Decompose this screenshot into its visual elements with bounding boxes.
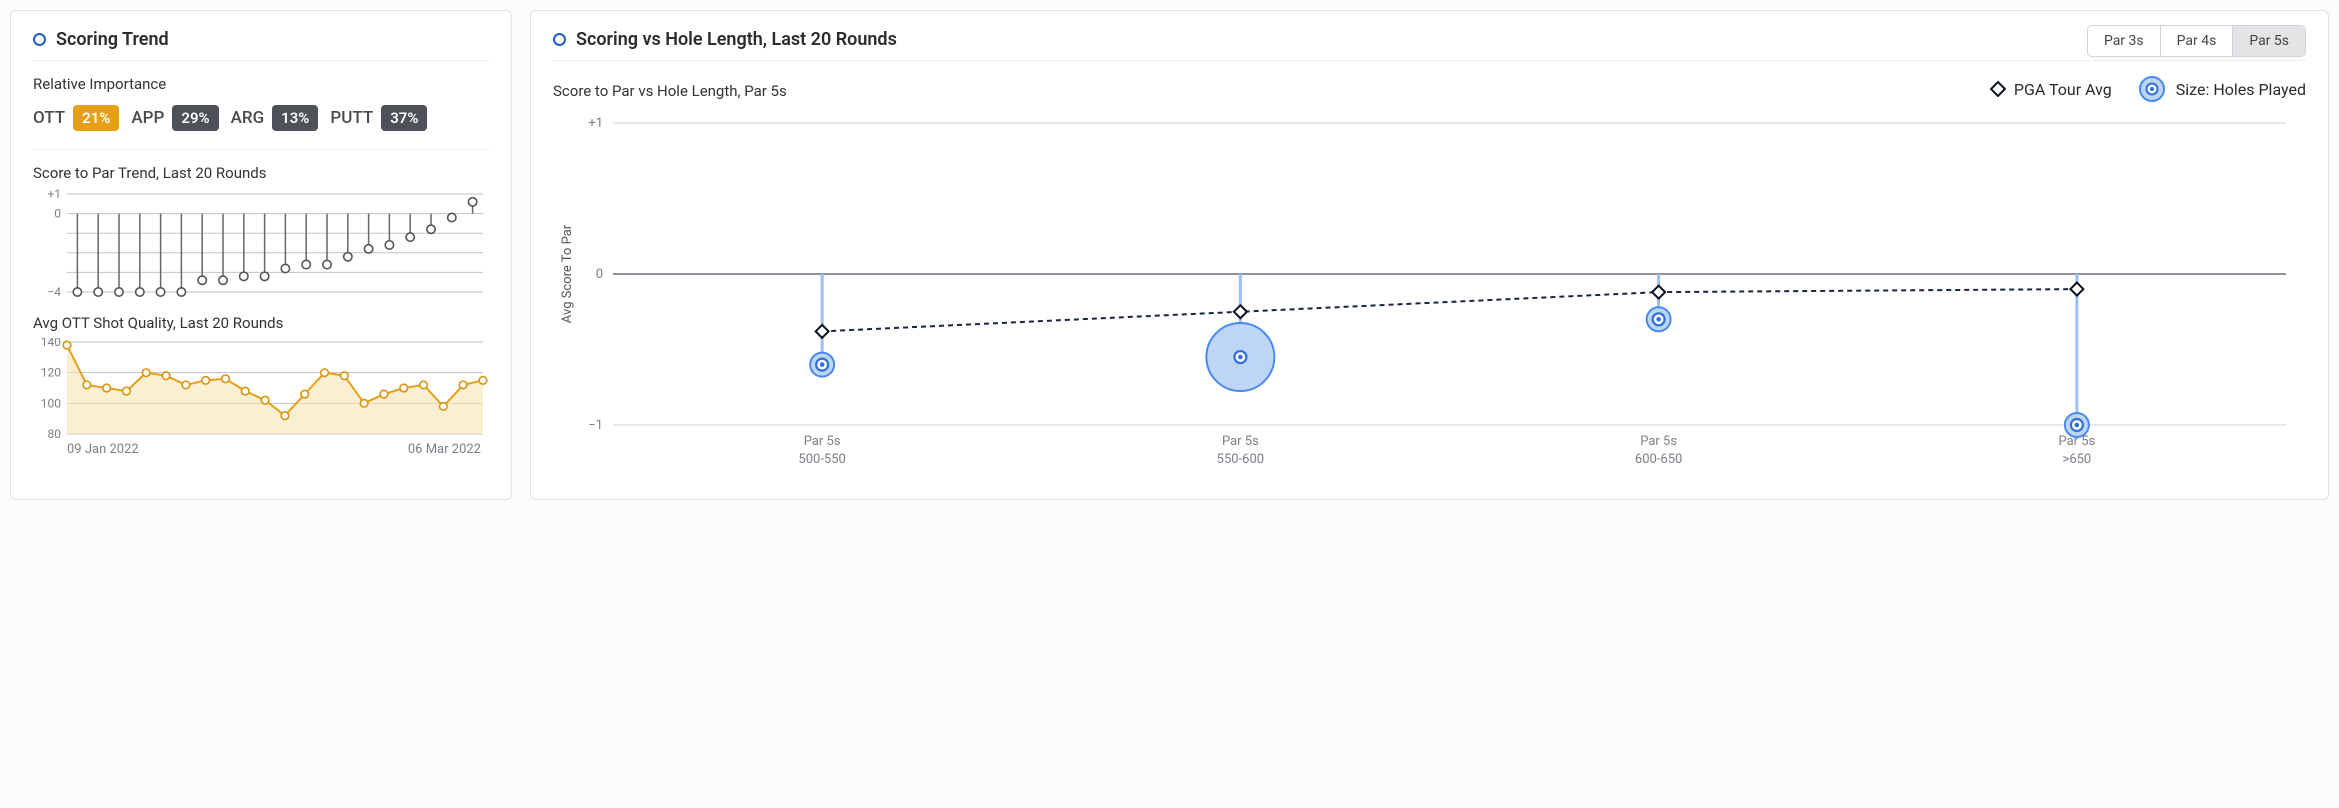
importance-label: Relative Importance xyxy=(33,75,489,93)
legend-row: Score to Par vs Hole Length, Par 5s PGA … xyxy=(553,75,2306,103)
svg-text:140: 140 xyxy=(41,338,61,349)
tab-par3s[interactable]: Par 3s xyxy=(2088,26,2161,56)
svg-text:−1: −1 xyxy=(588,418,603,433)
chart-legend: PGA Tour Avg Size: Holes Played xyxy=(1990,75,2306,103)
svg-text:−4: −4 xyxy=(47,285,61,298)
hole-length-card: Par 3sPar 4sPar 5s Scoring vs Hole Lengt… xyxy=(530,10,2329,500)
legend-pga-label: PGA Tour Avg xyxy=(2014,80,2112,99)
svg-text:>650: >650 xyxy=(2063,452,2092,467)
bullet-icon xyxy=(33,33,46,46)
tab-par4s[interactable]: Par 4s xyxy=(2161,26,2234,56)
importance-item-ott: OTT 21% xyxy=(33,105,119,131)
scoring-trend-card: Scoring Trend Relative Importance OTT 21%… xyxy=(10,10,512,500)
importance-badge-putt: 37% xyxy=(381,105,427,131)
divider xyxy=(33,149,489,150)
card-title: Scoring Trend xyxy=(33,29,489,50)
svg-text:Par 5s: Par 5s xyxy=(1640,434,1677,449)
svg-text:Par 5s: Par 5s xyxy=(1222,434,1259,449)
svg-text:Par 5s: Par 5s xyxy=(2058,434,2095,449)
legend-size: Size: Holes Played xyxy=(2138,75,2306,103)
legend-pga: PGA Tour Avg xyxy=(1990,80,2112,99)
svg-text:600-650: 600-650 xyxy=(1635,452,1682,467)
x-axis-dates: 09 Jan 2022 06 Mar 2022 xyxy=(33,438,489,457)
chart-subtitle: Score to Par vs Hole Length, Par 5s xyxy=(553,82,787,100)
svg-text:+1: +1 xyxy=(47,188,61,201)
x-end-date: 06 Mar 2022 xyxy=(408,442,481,457)
card-title: Scoring vs Hole Length, Last 20 Rounds xyxy=(553,29,2306,50)
tab-par5s[interactable]: Par 5s xyxy=(2233,26,2305,56)
importance-label-putt: PUTT xyxy=(330,108,373,128)
ott-quality-chart: 140 120 100 80 xyxy=(33,338,489,438)
divider xyxy=(33,60,489,61)
svg-text:0: 0 xyxy=(596,267,603,282)
svg-text:550-600: 550-600 xyxy=(1217,452,1264,467)
bullet-icon xyxy=(553,33,566,46)
svg-text:+1: +1 xyxy=(588,116,603,131)
importance-label-app: APP xyxy=(131,108,164,128)
importance-badge-app: 29% xyxy=(172,105,218,131)
importance-item-putt: PUTT 37% xyxy=(330,105,427,131)
svg-text:120: 120 xyxy=(41,366,61,380)
bubble-icon xyxy=(2138,75,2166,103)
trend-chart-title: Score to Par Trend, Last 20 Rounds xyxy=(33,164,489,182)
ott-chart-title: Avg OTT Shot Quality, Last 20 Rounds xyxy=(33,314,489,332)
title-text: Scoring vs Hole Length, Last 20 Rounds xyxy=(576,29,897,50)
importance-label-arg: ARG xyxy=(231,108,265,128)
importance-item-app: APP 29% xyxy=(131,105,218,131)
svg-text:500-550: 500-550 xyxy=(798,452,845,467)
par-tabs: Par 3sPar 4sPar 5s xyxy=(2087,25,2306,57)
importance-row: OTT 21% APP 29% ARG 13% PUTT 37% xyxy=(33,105,489,131)
x-start-date: 09 Jan 2022 xyxy=(67,442,139,457)
legend-size-label: Size: Holes Played xyxy=(2176,80,2306,99)
importance-label-ott: OTT xyxy=(33,108,65,128)
divider xyxy=(553,60,2306,61)
svg-text:100: 100 xyxy=(41,396,61,410)
title-text: Scoring Trend xyxy=(56,29,169,50)
importance-badge-arg: 13% xyxy=(272,105,318,131)
svg-text:Par 5s: Par 5s xyxy=(804,434,841,449)
svg-text:80: 80 xyxy=(48,427,62,438)
importance-badge-ott: 21% xyxy=(73,105,119,131)
hole-length-chart: Avg Score To Par +1 0 −1 Par 5s 500-550 Par 5s… xyxy=(553,103,2306,483)
importance-item-arg: ARG 13% xyxy=(231,105,319,131)
diamond-icon xyxy=(1990,81,2006,97)
score-trend-chart: +1 0 −4 xyxy=(33,188,489,298)
svg-text:Avg Score To Par: Avg Score To Par xyxy=(560,224,575,323)
svg-text:0: 0 xyxy=(54,207,61,221)
